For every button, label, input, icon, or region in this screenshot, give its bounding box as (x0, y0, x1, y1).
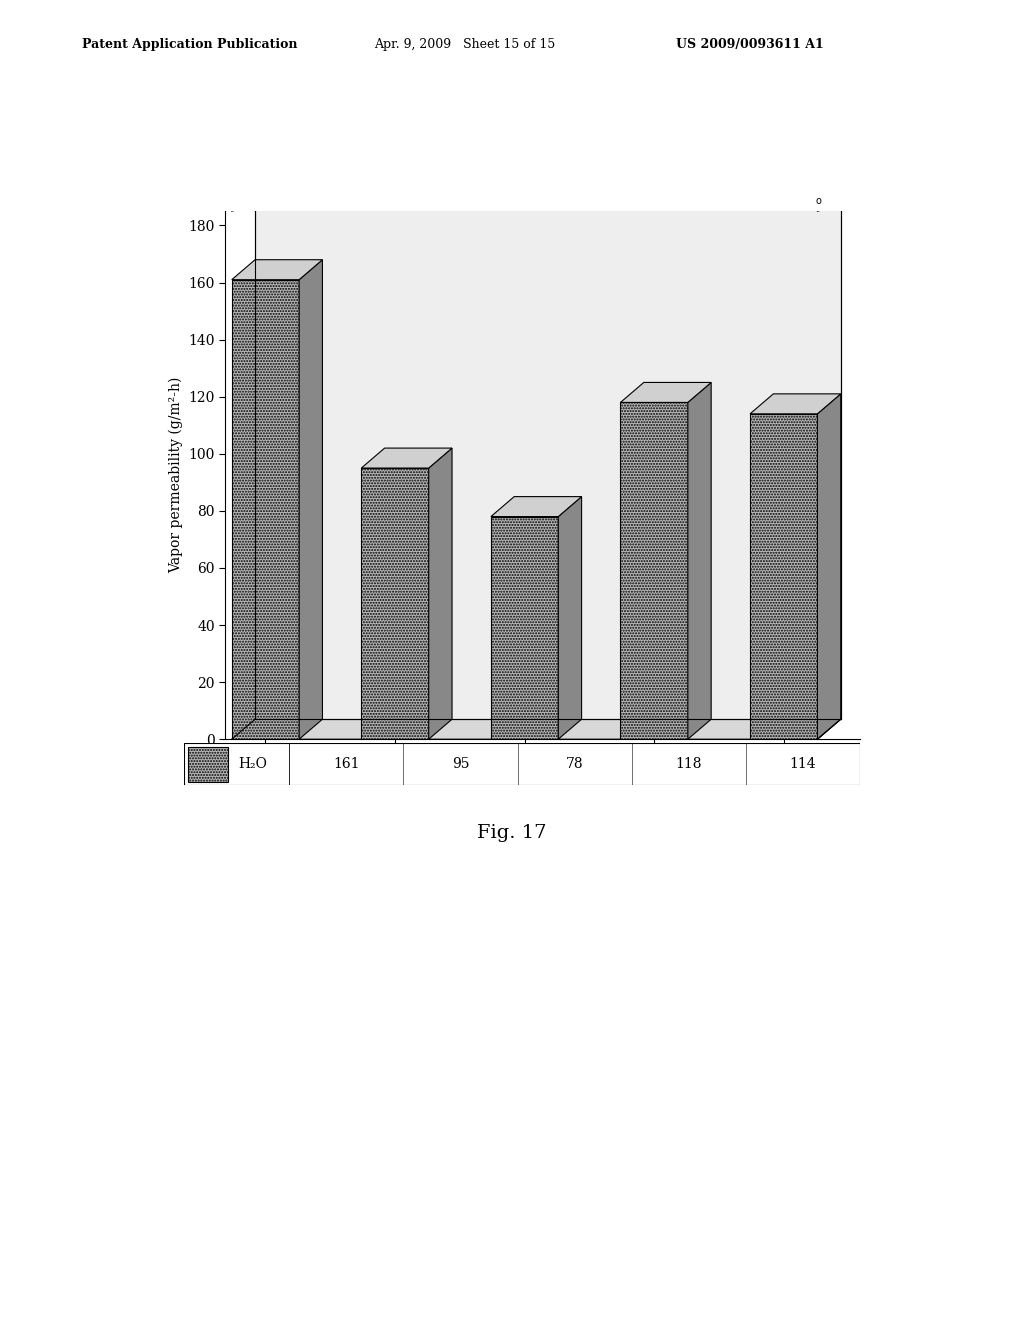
Text: Apr. 9, 2009   Sheet 15 of 15: Apr. 9, 2009 Sheet 15 of 15 (374, 37, 555, 50)
Polygon shape (490, 516, 558, 739)
Polygon shape (231, 260, 323, 280)
Polygon shape (429, 447, 452, 739)
Polygon shape (558, 496, 582, 739)
Y-axis label: Vapor permeability (g/m²-h): Vapor permeability (g/m²-h) (168, 378, 183, 573)
Polygon shape (750, 414, 817, 739)
Text: o: o (816, 195, 821, 206)
Text: Fig. 17: Fig. 17 (477, 824, 547, 842)
Polygon shape (255, 205, 841, 719)
Text: H₂O: H₂O (239, 758, 267, 771)
Text: 118: 118 (676, 758, 702, 771)
Text: 161: 161 (333, 758, 359, 771)
Text: US 2009/0093611 A1: US 2009/0093611 A1 (676, 37, 823, 50)
Text: Patent Application Publication: Patent Application Publication (82, 37, 297, 50)
Text: 95: 95 (452, 758, 469, 771)
Polygon shape (361, 447, 452, 469)
Polygon shape (231, 719, 841, 739)
Polygon shape (361, 469, 429, 739)
Polygon shape (299, 260, 323, 739)
Polygon shape (621, 383, 711, 403)
Polygon shape (231, 280, 299, 739)
Bar (187, 747, 228, 781)
Polygon shape (621, 403, 688, 739)
Text: 114: 114 (790, 758, 816, 771)
Polygon shape (490, 496, 582, 516)
Polygon shape (817, 393, 841, 739)
Polygon shape (750, 393, 841, 414)
Polygon shape (688, 383, 711, 739)
Text: 78: 78 (566, 758, 584, 771)
